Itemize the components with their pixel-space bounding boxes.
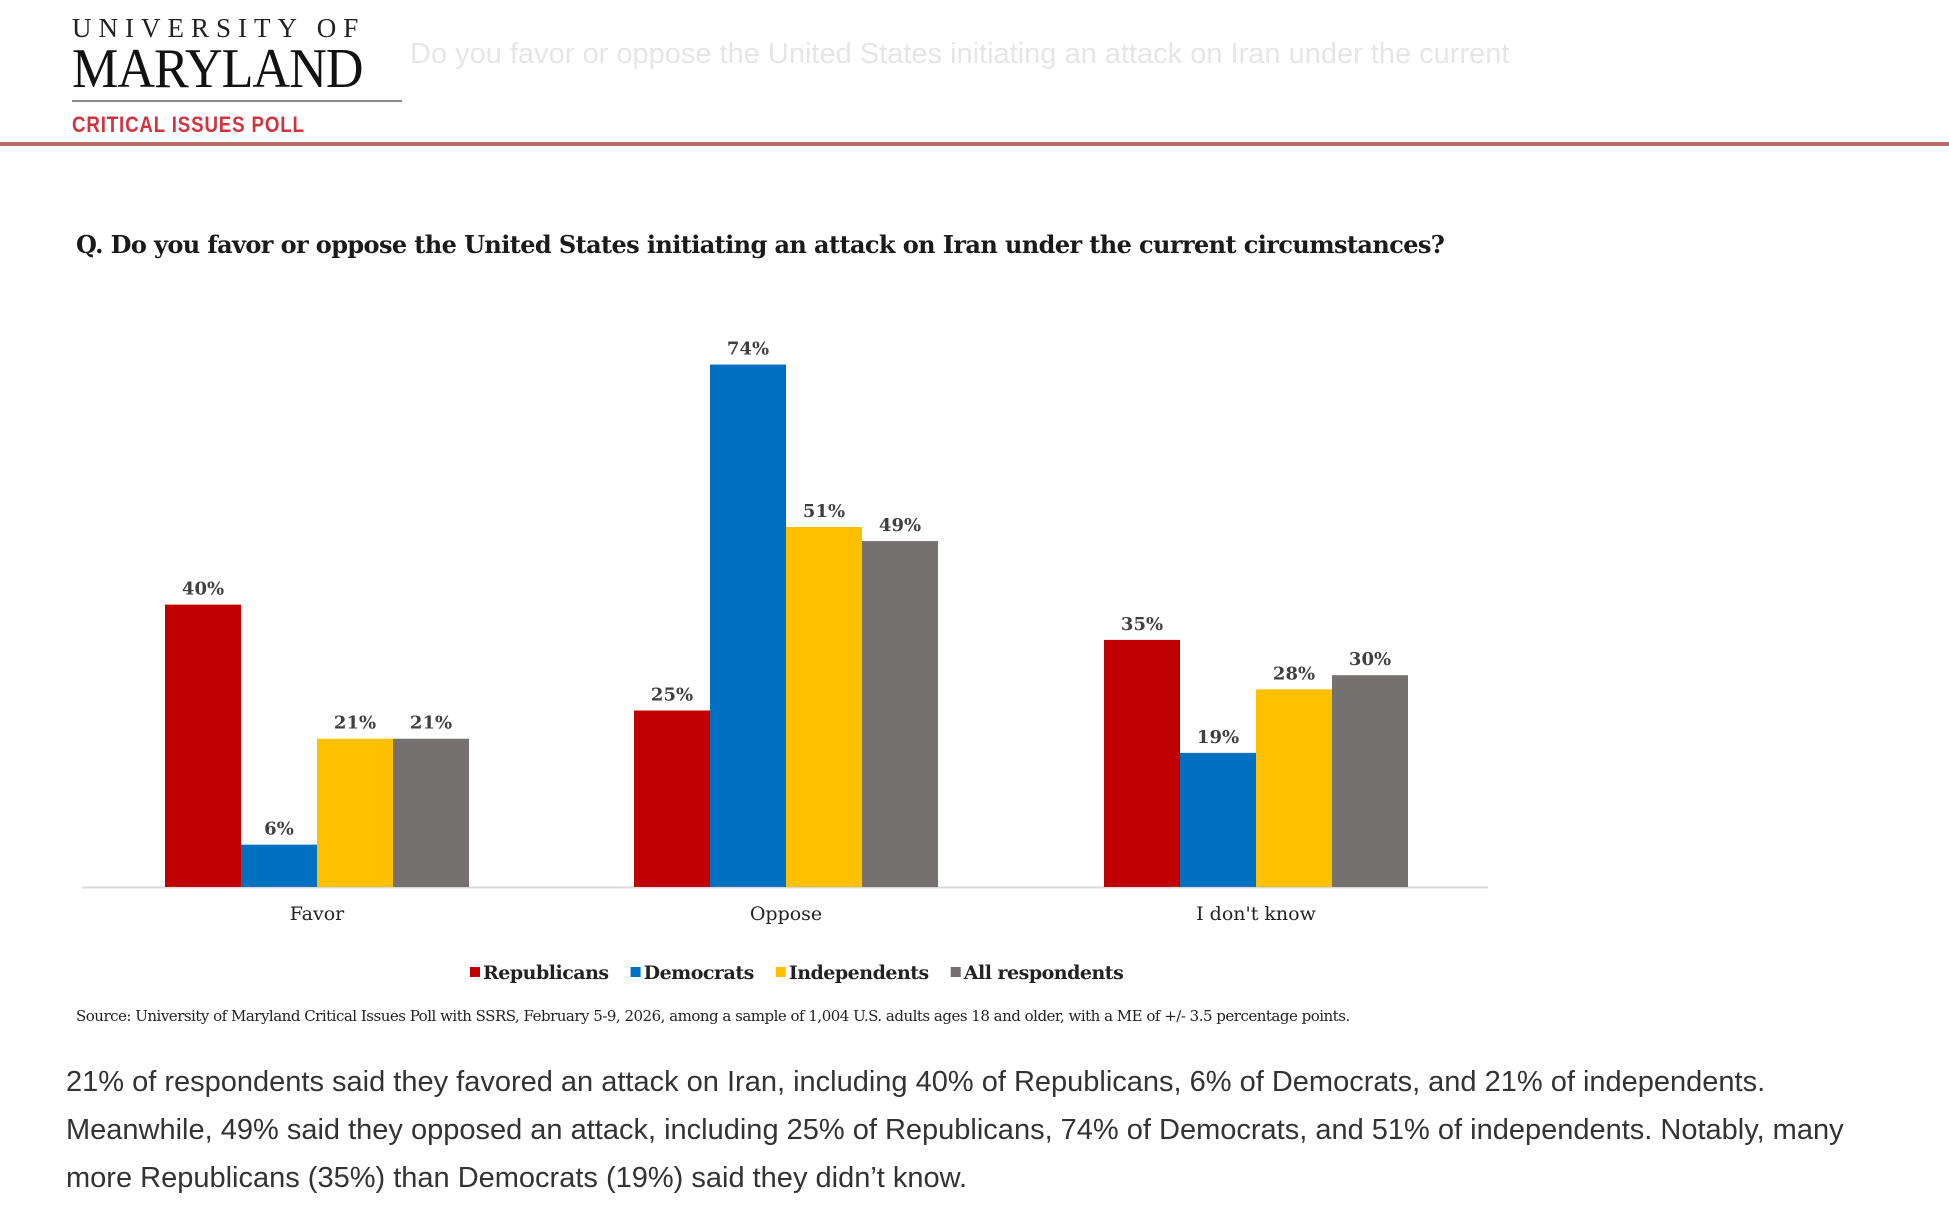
data-label: 35% xyxy=(1121,614,1163,635)
data-label: 21% xyxy=(334,713,376,734)
bar-independents-2 xyxy=(1256,689,1332,887)
bar-democrats-0 xyxy=(241,844,317,887)
legend-swatch xyxy=(775,967,786,977)
legend-label: Independents xyxy=(789,962,929,984)
category-label: Oppose xyxy=(750,903,822,925)
legend-swatch xyxy=(950,967,961,977)
legend-label: All respondents xyxy=(963,962,1124,984)
faded-title: Do you favor or oppose the United States… xyxy=(410,38,1510,70)
data-label: 74% xyxy=(727,339,769,360)
header-divider xyxy=(0,142,1949,146)
logo-critical-issues-poll: CRITICAL ISSUES POLL xyxy=(72,112,305,137)
category-label: I don't know xyxy=(1196,903,1316,925)
logo-maryland: MARYLAND xyxy=(72,38,364,100)
data-label: 28% xyxy=(1273,663,1315,684)
data-label: 25% xyxy=(651,685,693,706)
bar-republicans-2 xyxy=(1104,639,1180,887)
legend-label: Republicans xyxy=(483,962,609,984)
data-label: 40% xyxy=(182,579,224,600)
article-paragraph: 21% of respondents said they favored an … xyxy=(66,1066,1844,1194)
legend-swatch xyxy=(470,967,480,977)
umd-logo: UNIVERSITY OF MARYLAND CRITICAL ISSUES P… xyxy=(72,14,402,138)
bar-republicans-0 xyxy=(165,604,241,887)
logo-university-of: UNIVERSITY OF xyxy=(72,13,366,43)
data-label: 21% xyxy=(410,713,452,734)
data-label: 6% xyxy=(264,819,294,840)
data-label: 51% xyxy=(803,501,845,522)
bar-independents-1 xyxy=(786,526,862,887)
bar-independents-0 xyxy=(317,738,393,887)
bar-all-respondents-2 xyxy=(1332,675,1408,887)
bar-democrats-1 xyxy=(710,364,786,887)
bar-republicans-1 xyxy=(634,710,710,887)
data-label: 30% xyxy=(1349,649,1391,670)
legend-label: Democrats xyxy=(644,962,754,984)
data-label: 19% xyxy=(1197,727,1239,748)
chart-title: Q. Do you favor or oppose the United Sta… xyxy=(76,230,1445,259)
bar-all-respondents-1 xyxy=(862,541,938,887)
chart-source: Source: University of Maryland Critical … xyxy=(76,1007,1350,1025)
bar-chart: 40% 6% 21% 21% Favor 25% 74% 51% 49% Oppose 35% 19%… xyxy=(82,339,1488,984)
data-label: 49% xyxy=(879,515,921,536)
category-label: Favor xyxy=(290,903,345,925)
bar-democrats-2 xyxy=(1180,752,1256,887)
legend-swatch xyxy=(630,967,641,977)
logo-divider xyxy=(72,100,402,102)
bar-all-respondents-0 xyxy=(393,738,469,887)
